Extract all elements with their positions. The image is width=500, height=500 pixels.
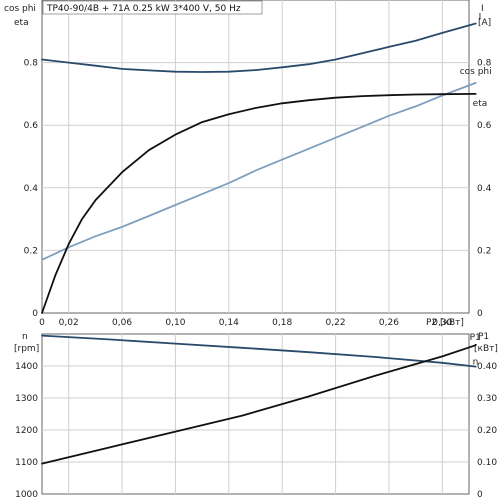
left-axis-label-n: n <box>22 332 28 342</box>
top-x-ticks: 0 0,02 0,06 0,10 0,14 0,18 0,22 0,26 0,30 <box>39 318 452 328</box>
x-tick-label: 0,06 <box>112 318 132 328</box>
left-axis-label-cosphi: cos phi <box>4 4 36 14</box>
series-label-cos-phi: cos phi <box>460 67 492 77</box>
bottom-series: n P1 <box>41 333 481 465</box>
series-line-eta <box>41 93 477 314</box>
series-line-i <box>41 22 477 73</box>
series-label-i: I <box>479 12 482 22</box>
left-axis-label-rpm: [rpm] <box>14 344 39 354</box>
right-y-tick-label: 0.10 <box>477 458 497 468</box>
right-y-tick-label: 0.4 <box>477 184 492 194</box>
x-tick-label: 0,14 <box>219 318 239 328</box>
series-line-cos-phi <box>41 82 477 261</box>
series-label-n: n <box>473 358 479 368</box>
left-axis-label-eta: eta <box>14 18 29 28</box>
series-line-p1 <box>41 344 477 465</box>
x-tick-label: 0 <box>39 318 45 328</box>
left-y-tick-label: 0.4 <box>24 184 39 194</box>
right-y-tick-label: 0.20 <box>477 426 497 436</box>
series-label-p1: P1 <box>470 333 481 343</box>
bottom-grid <box>42 334 469 494</box>
left-y-tick-label: 1200 <box>15 426 38 436</box>
chart-title: TP40-90/4B + 71A 0.25 kW 3*400 V, 50 Hz <box>46 4 241 14</box>
x-tick-label: 0,22 <box>326 318 346 328</box>
x-tick-label: 0,26 <box>379 318 399 328</box>
right-y-tick-label: 0.30 <box>477 394 497 404</box>
right-y-tick-label: 0.2 <box>477 246 491 256</box>
left-y-tick-label: 0.8 <box>24 59 39 69</box>
x-tick-label: 0,30 <box>432 318 452 328</box>
right-axis-label-p1: P1 <box>478 332 489 342</box>
x-tick-label: 0,10 <box>165 318 185 328</box>
top-chart: TP40-90/4B + 71A 0.25 kW 3*400 V, 50 Hz … <box>4 0 492 328</box>
right-y-tick-label: 0 <box>477 490 483 500</box>
x-axis-label: P2 [кВт] <box>426 318 464 328</box>
left-y-tick-label: 0.6 <box>24 121 39 131</box>
left-y-tick-label: 0 <box>32 309 38 319</box>
top-plot-frame <box>41 0 470 314</box>
series-label-eta: eta <box>473 99 488 109</box>
bottom-plot-frame <box>41 333 470 495</box>
x-tick-label: 0,02 <box>59 318 79 328</box>
x-tick-label: 0,18 <box>272 318 292 328</box>
right-y-tick-label: 0.8 <box>477 59 492 69</box>
bottom-chart: n [rpm] P1 [кВт] 1000 1100 1200 1300 1400 0 0.… <box>14 332 498 500</box>
right-axis-label-unit: [A] <box>478 18 491 28</box>
left-y-tick-label: 1400 <box>15 362 38 372</box>
left-y-tick-label: 1300 <box>15 394 38 404</box>
right-y-tick-label: 0 <box>477 309 483 319</box>
top-y-ticks: 0 0 0.2 0.2 0.4 0.4 0.6 0.6 0.8 0.8 <box>24 59 492 319</box>
left-y-tick-label: 1100 <box>15 458 38 468</box>
right-y-tick-label: 0.40 <box>477 362 497 372</box>
series-line-n <box>41 334 477 368</box>
right-y-tick-label: 0.6 <box>477 121 492 131</box>
right-axis-label-i: I <box>481 4 484 14</box>
right-axis-label-kw: [кВт] <box>474 344 498 354</box>
left-y-tick-label: 0.2 <box>24 246 38 256</box>
title-box <box>42 0 263 15</box>
left-y-tick-label: 1000 <box>15 490 38 500</box>
top-grid <box>42 0 469 313</box>
bottom-y-ticks: 1000 1100 1200 1300 1400 0 0.10 0.20 0.30 0.40 <box>15 362 497 500</box>
